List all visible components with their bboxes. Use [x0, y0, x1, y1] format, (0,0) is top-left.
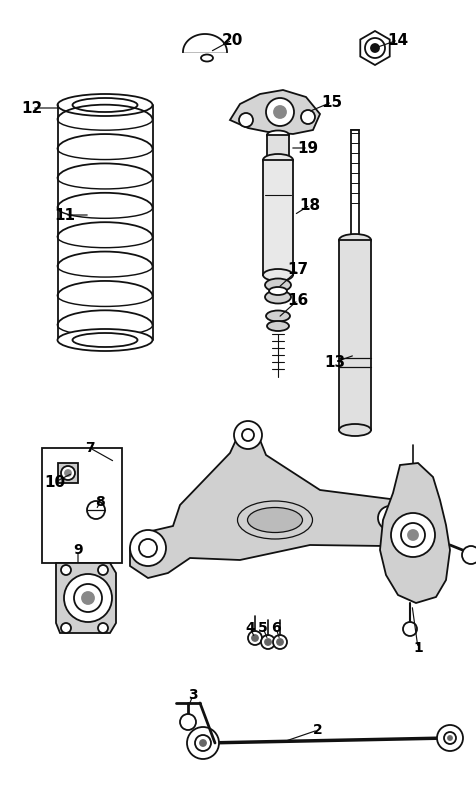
Ellipse shape	[267, 321, 289, 331]
Bar	[263, 160, 293, 275]
Ellipse shape	[267, 155, 289, 164]
Text: 3: 3	[188, 688, 198, 702]
Circle shape	[266, 98, 294, 126]
Circle shape	[403, 622, 417, 636]
Ellipse shape	[269, 287, 287, 295]
Circle shape	[391, 513, 435, 557]
Circle shape	[98, 623, 108, 633]
Text: 4: 4	[245, 621, 255, 635]
Text: 8: 8	[95, 495, 105, 509]
Circle shape	[139, 539, 157, 557]
Circle shape	[195, 735, 211, 751]
Circle shape	[61, 565, 71, 575]
Circle shape	[248, 631, 262, 645]
Circle shape	[365, 38, 385, 58]
Text: 12: 12	[21, 100, 43, 115]
Bar	[339, 240, 371, 430]
Circle shape	[437, 725, 463, 751]
Text: 6: 6	[271, 621, 281, 635]
Text: 11: 11	[54, 208, 76, 222]
Circle shape	[180, 714, 196, 730]
Text: 15: 15	[321, 95, 343, 110]
Text: 19: 19	[298, 140, 318, 155]
Circle shape	[444, 732, 456, 744]
Ellipse shape	[263, 154, 293, 166]
Circle shape	[200, 740, 206, 746]
Circle shape	[98, 565, 108, 575]
Ellipse shape	[58, 329, 152, 351]
Text: 20: 20	[221, 32, 243, 47]
Circle shape	[82, 592, 94, 604]
Circle shape	[265, 639, 271, 645]
Ellipse shape	[265, 290, 291, 304]
Ellipse shape	[339, 424, 371, 436]
Bar	[267, 135, 289, 160]
Circle shape	[378, 506, 402, 530]
Text: 5: 5	[258, 621, 268, 635]
Bar	[42, 448, 122, 563]
Ellipse shape	[238, 501, 313, 539]
Text: 18: 18	[299, 197, 320, 212]
Circle shape	[64, 574, 112, 622]
Circle shape	[401, 523, 425, 547]
Circle shape	[187, 727, 219, 759]
Circle shape	[252, 635, 258, 641]
Text: 7: 7	[85, 441, 95, 455]
Circle shape	[277, 639, 283, 645]
Text: 9: 9	[73, 543, 83, 557]
Ellipse shape	[72, 98, 138, 112]
Circle shape	[261, 635, 275, 649]
Polygon shape	[58, 463, 78, 483]
Circle shape	[61, 466, 75, 480]
Text: 16: 16	[288, 293, 308, 308]
Text: 14: 14	[387, 32, 408, 47]
Ellipse shape	[72, 333, 138, 347]
Circle shape	[87, 501, 105, 519]
Ellipse shape	[58, 94, 152, 116]
Circle shape	[65, 470, 71, 476]
Circle shape	[462, 546, 476, 564]
Text: 13: 13	[325, 354, 346, 369]
Text: 2: 2	[313, 723, 323, 737]
Circle shape	[234, 421, 262, 449]
Circle shape	[61, 623, 71, 633]
Polygon shape	[56, 563, 116, 633]
Bar	[351, 130, 359, 240]
Circle shape	[448, 736, 452, 740]
Polygon shape	[230, 90, 320, 134]
Ellipse shape	[266, 311, 290, 321]
Circle shape	[242, 429, 254, 441]
Circle shape	[273, 635, 287, 649]
Ellipse shape	[265, 279, 291, 291]
Circle shape	[301, 110, 315, 124]
Ellipse shape	[201, 54, 213, 62]
Circle shape	[371, 44, 379, 52]
Polygon shape	[360, 31, 390, 65]
Text: 10: 10	[44, 474, 66, 489]
Circle shape	[239, 113, 253, 127]
Ellipse shape	[248, 507, 303, 533]
Circle shape	[408, 530, 418, 540]
Ellipse shape	[263, 269, 293, 281]
Circle shape	[130, 530, 166, 566]
Polygon shape	[130, 440, 410, 578]
Ellipse shape	[339, 234, 371, 246]
Ellipse shape	[267, 130, 289, 140]
Polygon shape	[183, 34, 227, 52]
Circle shape	[74, 584, 102, 612]
Text: 17: 17	[288, 263, 308, 278]
Circle shape	[274, 106, 286, 118]
Polygon shape	[380, 463, 450, 603]
Text: 1: 1	[413, 641, 423, 655]
